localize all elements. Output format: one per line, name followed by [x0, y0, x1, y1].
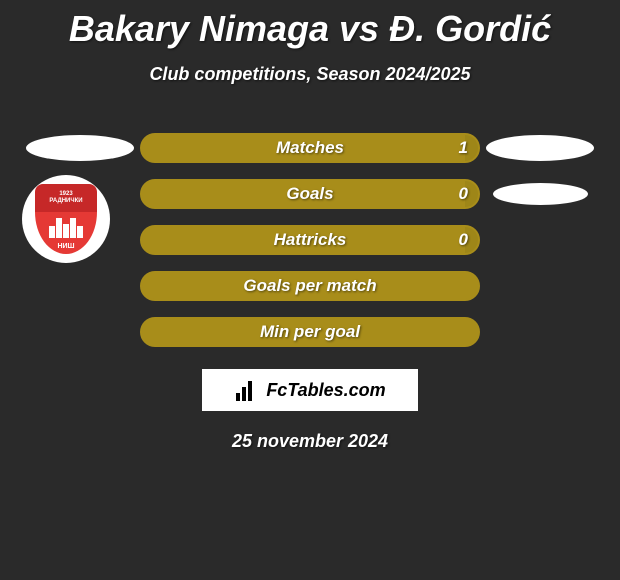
- badge-year: 1923: [59, 191, 72, 198]
- stat-label: Goals: [286, 184, 333, 204]
- right-side: [480, 135, 600, 161]
- stat-bar: Goals per match: [140, 271, 480, 301]
- badge-bottom: НИШ: [35, 212, 97, 254]
- stat-value-right: 0: [459, 184, 468, 204]
- stat-label: Matches: [276, 138, 344, 158]
- page-title: Bakary Nimaga vs Đ. Gordić: [0, 0, 620, 50]
- stat-label: Goals per match: [243, 276, 376, 296]
- club-badge-left: 1923 РАДНИЧКИ НИШ: [22, 175, 110, 263]
- player-avatar-left: [26, 135, 134, 161]
- chart-icon: [234, 379, 260, 401]
- stat-bar: Matches 1: [140, 133, 480, 163]
- stat-label: Hattricks: [274, 230, 347, 250]
- stat-value-right: 0: [459, 230, 468, 250]
- stat-row: Goals per match: [0, 263, 620, 309]
- badge-top: 1923 РАДНИЧКИ: [35, 184, 97, 212]
- badge-org: РАДНИЧКИ: [49, 198, 82, 205]
- stat-value-right: 1: [459, 138, 468, 158]
- page-subtitle: Club competitions, Season 2024/2025: [0, 64, 620, 85]
- player-avatar-right: [493, 183, 588, 205]
- stat-bar: Min per goal: [140, 317, 480, 347]
- right-side: [480, 183, 600, 205]
- stat-row: Matches 1: [0, 125, 620, 171]
- castle-icon: [47, 216, 85, 238]
- watermark-text: FcTables.com: [266, 380, 385, 401]
- date-label: 25 november 2024: [0, 431, 620, 452]
- badge-city: НИШ: [35, 243, 97, 250]
- stat-bar: Goals 0: [140, 179, 480, 209]
- player-avatar-right: [486, 135, 594, 161]
- watermark: FcTables.com: [202, 369, 418, 411]
- stat-row: Min per goal: [0, 309, 620, 355]
- stat-bar: Hattricks 0: [140, 225, 480, 255]
- left-side: [20, 135, 140, 161]
- stat-label: Min per goal: [260, 322, 360, 342]
